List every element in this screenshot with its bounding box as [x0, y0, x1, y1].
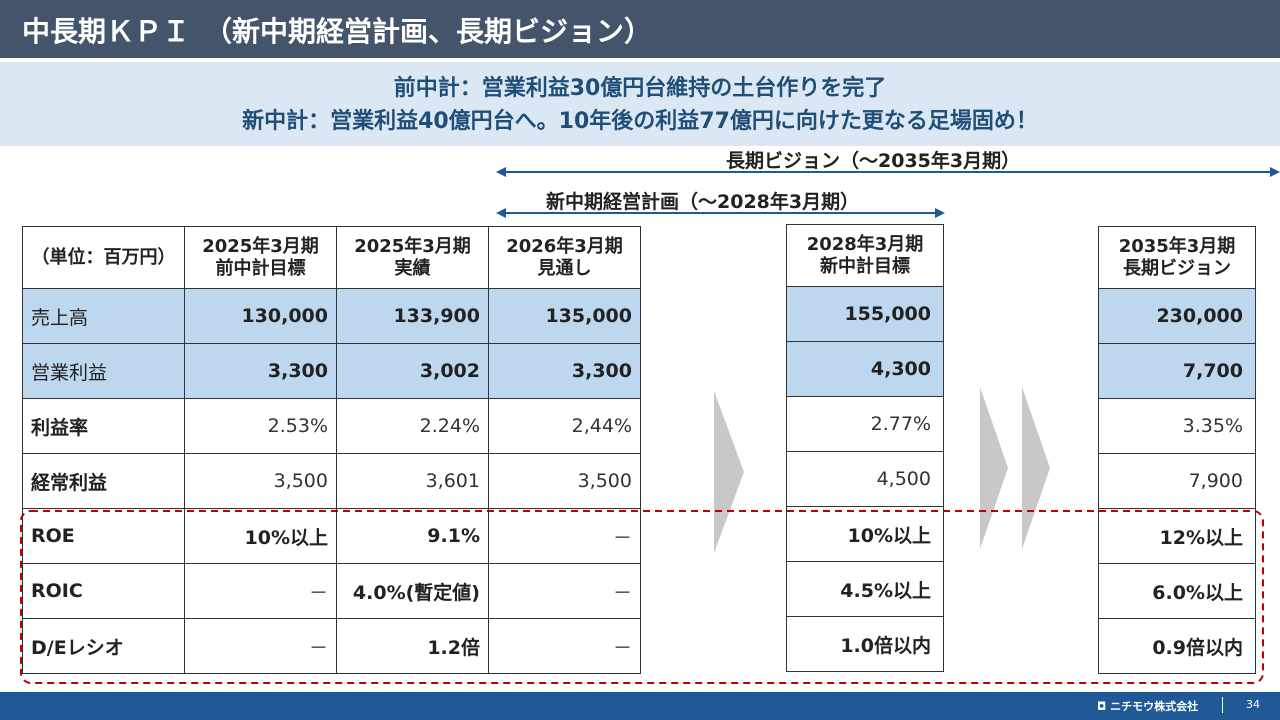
table-cell: 0.9倍以内: [1098, 618, 1256, 674]
footer-divider: [1222, 697, 1223, 713]
table-row: 利益率 2.53% 2.24% 2,44%: [22, 398, 641, 454]
table-cell: 133,900: [336, 288, 489, 344]
logo-mark-icon: ◘: [1097, 700, 1107, 713]
table-cell: 10%以上: [786, 506, 944, 562]
column-header: 2025年3月期 実績: [336, 226, 489, 289]
table-cell: 3,601: [336, 453, 489, 509]
row-label: 利益率: [22, 398, 185, 454]
row-label: 売上高: [22, 288, 185, 344]
footer-bar: ◘ ニチモウ株式会社 34: [0, 692, 1280, 720]
chevron-right-icon: [714, 391, 744, 553]
column-header: 2026年3月期 見通し: [488, 226, 641, 289]
column-header: 2028年3月期 新中計目標: [786, 224, 944, 287]
table-cell: 230,000: [1098, 288, 1256, 344]
table-row: D/Eレシオ － 1.2倍 －: [22, 618, 641, 674]
table-cell: 4.0%(暫定値): [336, 563, 489, 619]
dashed-highlight-frame: [20, 510, 1264, 684]
table-row: 売上高 130,000 133,900 135,000: [22, 288, 641, 344]
page-number: 34: [1246, 698, 1260, 711]
table-cell: 4.5%以上: [786, 561, 944, 617]
table-cell: 3,300: [488, 343, 641, 399]
main-kpi-table: （単位：百万円） 2025年3月期 前中計目標 2025年3月期 実績 2026年3…: [22, 226, 641, 674]
page-title: 中長期ＫＰＩ （新中期経営計画、長期ビジョン）: [22, 15, 653, 48]
table-cell: 2.53%: [184, 398, 337, 454]
table-cell: 10%以上: [184, 508, 337, 564]
table-cell: 4,500: [786, 451, 944, 507]
table-header-row: 2028年3月期 新中計目標: [786, 224, 944, 287]
chevron-right-icon: [1022, 387, 1050, 549]
company-logo: ◘ ニチモウ株式会社: [1097, 698, 1198, 714]
table-cell: 7,900: [1098, 453, 1256, 509]
row-label: ROIC: [22, 563, 185, 619]
company-name: ニチモウ株式会社: [1110, 700, 1199, 713]
summary-banner: 前中計：営業利益30億円台維持の土台作りを完了 新中計：営業利益40億円台へ。1…: [0, 62, 1280, 146]
table-cell: 155,000: [786, 286, 944, 342]
table-cell: 2,44%: [488, 398, 641, 454]
row-label: ROE: [22, 508, 185, 564]
table-cell: 3,500: [184, 453, 337, 509]
table-cell: 3,300: [184, 343, 337, 399]
table-header-row: 2035年3月期 長期ビジョン: [1098, 226, 1256, 289]
table-cell: 7,700: [1098, 343, 1256, 399]
table-cell: 4,300: [786, 341, 944, 397]
table-cell: 12%以上: [1098, 508, 1256, 564]
row-label: 営業利益: [22, 343, 185, 399]
table-row: 経常利益 3,500 3,601 3,500: [22, 453, 641, 509]
table-row: ROE 10%以上 9.1% －: [22, 508, 641, 564]
long-vision-arrow: [496, 167, 1280, 177]
table-cell: －: [488, 563, 641, 619]
column-header: 2035年3月期 長期ビジョン: [1098, 226, 1256, 289]
table-cell: －: [184, 618, 337, 674]
table-cell: 3.35%: [1098, 398, 1256, 454]
table-header-row: （単位：百万円） 2025年3月期 前中計目標 2025年3月期 実績 2026年3…: [22, 226, 641, 289]
table-cell: 1.2倍: [336, 618, 489, 674]
chevron-right-icon: [980, 387, 1008, 549]
table-cell: 9.1%: [336, 508, 489, 564]
row-label: 経常利益: [22, 453, 185, 509]
table-cell: －: [488, 618, 641, 674]
table-cell: 6.0%以上: [1098, 563, 1256, 619]
table-cell: 3,500: [488, 453, 641, 509]
plan-2028-table: 2028年3月期 新中計目標 155,000 4,300 2.77% 4,500 …: [786, 224, 944, 672]
column-header: 2025年3月期 前中計目標: [184, 226, 337, 289]
banner-line-2: 新中計：営業利益40億円台へ。10年後の利益77億円に向けた更なる足場固め！: [242, 109, 1038, 134]
vision-2035-table: 2035年3月期 長期ビジョン 230,000 7,700 3.35% 7,900…: [1098, 226, 1256, 674]
table-cell: 1.0倍以内: [786, 616, 944, 672]
row-label: D/Eレシオ: [22, 618, 185, 674]
table-cell: 3,002: [336, 343, 489, 399]
table-cell: －: [488, 508, 641, 564]
table-cell: 2.24%: [336, 398, 489, 454]
title-bar: 中長期ＫＰＩ （新中期経営計画、長期ビジョン）: [0, 0, 1280, 58]
table-cell: 135,000: [488, 288, 641, 344]
table-row: ROIC － 4.0%(暫定値) －: [22, 563, 641, 619]
table-cell: 130,000: [184, 288, 337, 344]
unit-label: （単位：百万円）: [22, 226, 185, 289]
table-row: 営業利益 3,300 3,002 3,300: [22, 343, 641, 399]
table-cell: 2.77%: [786, 396, 944, 452]
new-plan-arrow: [496, 208, 945, 218]
long-vision-label: 長期ビジョン（～2035年3月期）: [726, 150, 1021, 172]
banner-line-1: 前中計：営業利益30億円台維持の土台作りを完了: [393, 76, 887, 101]
new-plan-label: 新中期経営計画（～2028年3月期）: [546, 191, 860, 213]
table-cell: －: [184, 563, 337, 619]
